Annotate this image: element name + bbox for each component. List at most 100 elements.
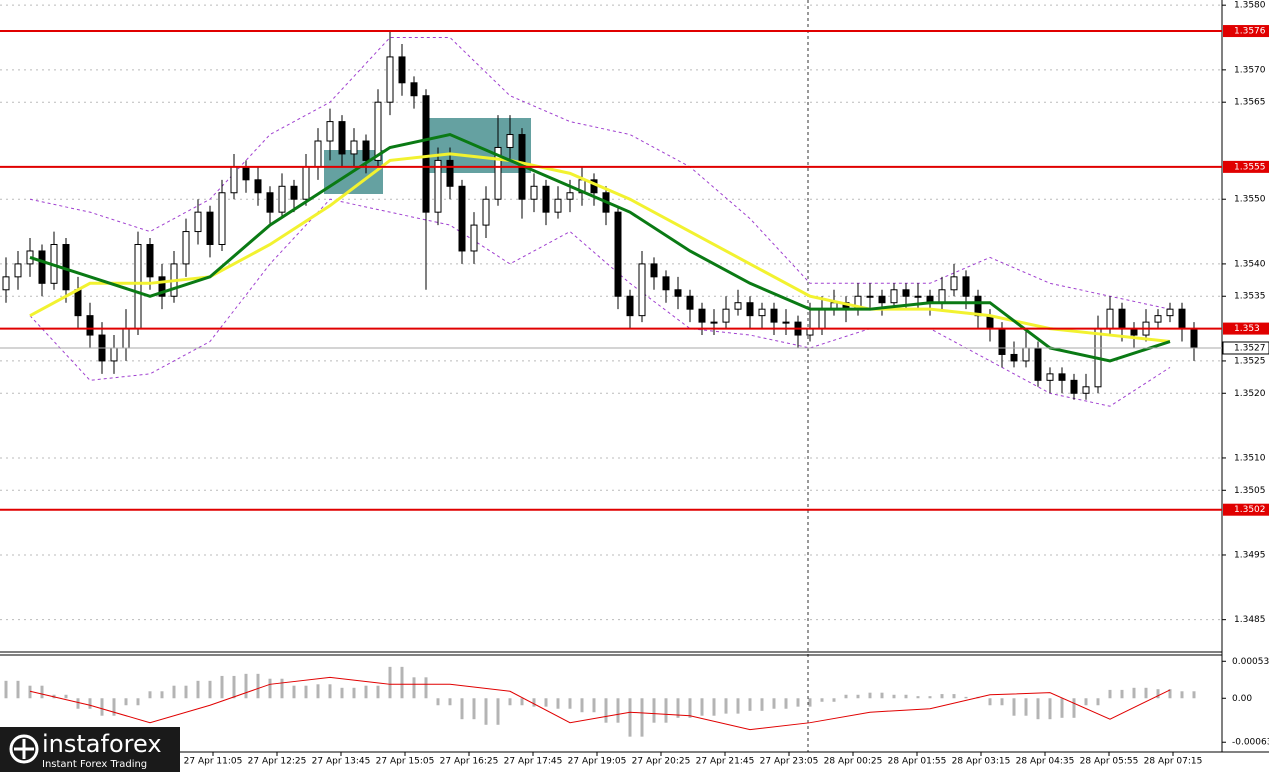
- candle-body: [482, 198, 490, 226]
- macd-bar: [604, 698, 608, 723]
- macd-bar: [400, 666, 404, 699]
- candle-body: [494, 146, 502, 200]
- macd-bar: [88, 698, 92, 709]
- macd-bar: [244, 673, 248, 699]
- candle-body: [410, 82, 418, 97]
- macd-bar: [436, 698, 440, 706]
- candle-body: [422, 95, 430, 213]
- macd-bar: [628, 698, 632, 737]
- macd-bar: [688, 698, 692, 718]
- candle-body: [218, 192, 226, 245]
- candle-body: [470, 224, 478, 252]
- macd-bar: [412, 677, 416, 699]
- candle-body: [278, 185, 286, 213]
- y-tick-label: 1.3540: [1234, 259, 1266, 269]
- candle-body: [386, 56, 394, 103]
- macd-bar: [868, 692, 872, 699]
- macd-bar: [652, 698, 656, 723]
- macd-bar: [832, 698, 836, 702]
- candle-body: [1082, 386, 1090, 394]
- x-tick-label: 28 Apr 03:15: [952, 757, 1011, 767]
- macd-bar: [1060, 698, 1064, 718]
- candle-body: [770, 308, 778, 323]
- candle-body: [878, 295, 886, 304]
- candle-body: [398, 56, 406, 84]
- candle-body: [266, 192, 274, 213]
- macd-bar: [736, 698, 740, 714]
- macd-bar: [316, 684, 320, 699]
- candle-body: [782, 321, 790, 324]
- macd-bar: [592, 698, 596, 713]
- candle-body: [698, 308, 706, 323]
- x-tick-label: 27 Apr 23:05: [760, 757, 819, 767]
- macd-bar: [172, 685, 176, 699]
- candle-body: [290, 185, 298, 200]
- x-tick-label: 28 Apr 04:35: [1016, 757, 1075, 767]
- level-label: 1.3576: [1234, 27, 1266, 37]
- candle-body: [674, 289, 682, 297]
- candle-body: [626, 295, 634, 317]
- x-tick-label: 28 Apr 00:25: [824, 757, 883, 767]
- macd-bar: [748, 698, 752, 711]
- y-tick-label: 1.3535: [1234, 292, 1266, 302]
- macd-bar: [376, 685, 380, 699]
- candle-body: [758, 308, 766, 317]
- candle-body: [314, 140, 322, 168]
- y-tick-label: 1.3485: [1234, 615, 1266, 625]
- macd-bar: [112, 698, 116, 716]
- candle-body: [146, 244, 154, 278]
- candle-body: [1190, 328, 1198, 349]
- macd-bar: [712, 698, 716, 716]
- macd-bar: [1096, 698, 1100, 706]
- macd-bar: [1012, 698, 1016, 716]
- x-tick-label: 27 Apr 19:05: [568, 757, 627, 767]
- macd-bar: [508, 698, 512, 706]
- x-tick-label: 27 Apr 13:45: [312, 757, 371, 767]
- candle-body: [254, 179, 262, 194]
- candle-body: [638, 263, 646, 317]
- level-label: 1.353: [1234, 324, 1260, 334]
- candle-body: [74, 289, 82, 317]
- logo-icon: [9, 734, 39, 764]
- macd-bar: [1156, 689, 1160, 699]
- level-label-bg: [1223, 503, 1269, 516]
- macd-bar: [328, 684, 332, 699]
- candle-body: [338, 121, 346, 155]
- band-upper: [29, 37, 1171, 310]
- candle-body: [374, 101, 382, 161]
- current-price-bg: [1222, 341, 1269, 355]
- macd-bar: [40, 685, 44, 699]
- macd-bar: [1180, 691, 1184, 699]
- candle-body: [2, 276, 10, 291]
- macd-bar: [256, 673, 260, 699]
- macd-bar: [16, 680, 20, 699]
- macd-bar: [100, 698, 104, 716]
- x-tick-label: 28 Apr 01:55: [888, 757, 947, 767]
- macd-bar: [856, 694, 860, 699]
- candle-body: [902, 289, 910, 297]
- logo: instaforex Instant Forex Trading: [0, 727, 180, 772]
- macd-bar: [448, 698, 452, 706]
- y-tick-label: 1.3570: [1234, 65, 1266, 75]
- y-tick-label: 1.3520: [1234, 389, 1266, 399]
- macd-bar: [820, 698, 824, 702]
- macd-bar: [700, 698, 704, 716]
- candle-body: [446, 159, 454, 187]
- y-tick-label: 1.3495: [1234, 550, 1266, 560]
- macd-bar: [844, 694, 848, 699]
- macd-bar: [1168, 689, 1172, 699]
- macd-bar: [1120, 689, 1124, 699]
- candle-body: [38, 250, 46, 284]
- candle-body: [242, 166, 250, 181]
- current-price-label: 1.3527: [1234, 343, 1266, 353]
- macd-bar: [556, 698, 560, 709]
- candle-body: [110, 347, 118, 362]
- candle-body: [1118, 308, 1126, 330]
- macd-signal: [29, 676, 1171, 731]
- macd-bar: [1036, 698, 1040, 720]
- x-tick-label: 27 Apr 16:25: [440, 757, 499, 767]
- candle-body: [710, 321, 718, 324]
- macd-bar: [496, 698, 500, 725]
- level-label-bg: [1223, 160, 1269, 173]
- macd-y-tick-label: -0.00063: [1232, 738, 1269, 748]
